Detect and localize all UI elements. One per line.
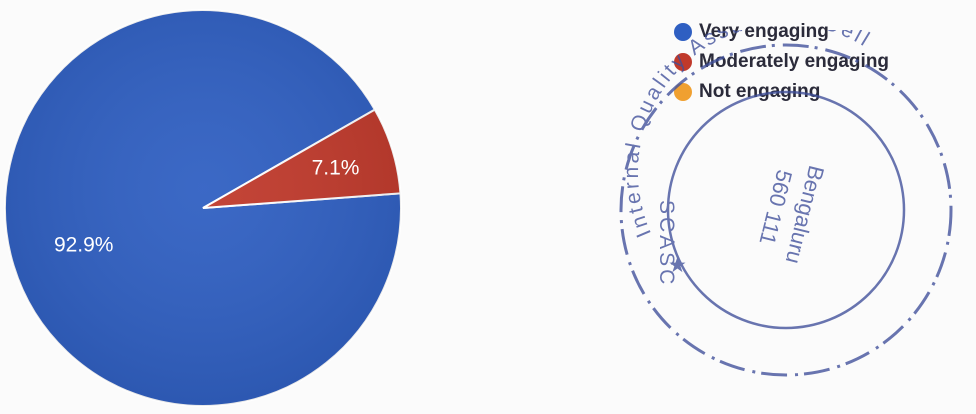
seal-stamp: Internal Quality Assurance Cell SCASC ★ … [619,30,953,377]
pie-label-moderately-engaging: 7.1% [312,156,360,179]
stamp-star: ★ [668,254,690,277]
legend-item-not-engaging: Not engaging [674,80,889,104]
legend-swatch-not-engaging [674,83,692,101]
stamp-left-text: SCASC [655,200,678,287]
legend-item-moderately-engaging: Moderately engaging [674,50,889,74]
legend-item-very-engaging: Very engaging [674,20,889,44]
pie-label-very-engaging: 92.9% [54,234,114,257]
chart-legend: Very engaging Moderately engaging Not en… [674,20,889,110]
legend-label: Moderately engaging [699,51,890,72]
legend-swatch-very-engaging [674,23,692,41]
pie-chart: 92.9% 7.1% [4,9,402,407]
legend-label: Very engaging [699,21,829,42]
legend-label: Not engaging [699,81,821,102]
legend-swatch-moderately-engaging [674,53,692,71]
